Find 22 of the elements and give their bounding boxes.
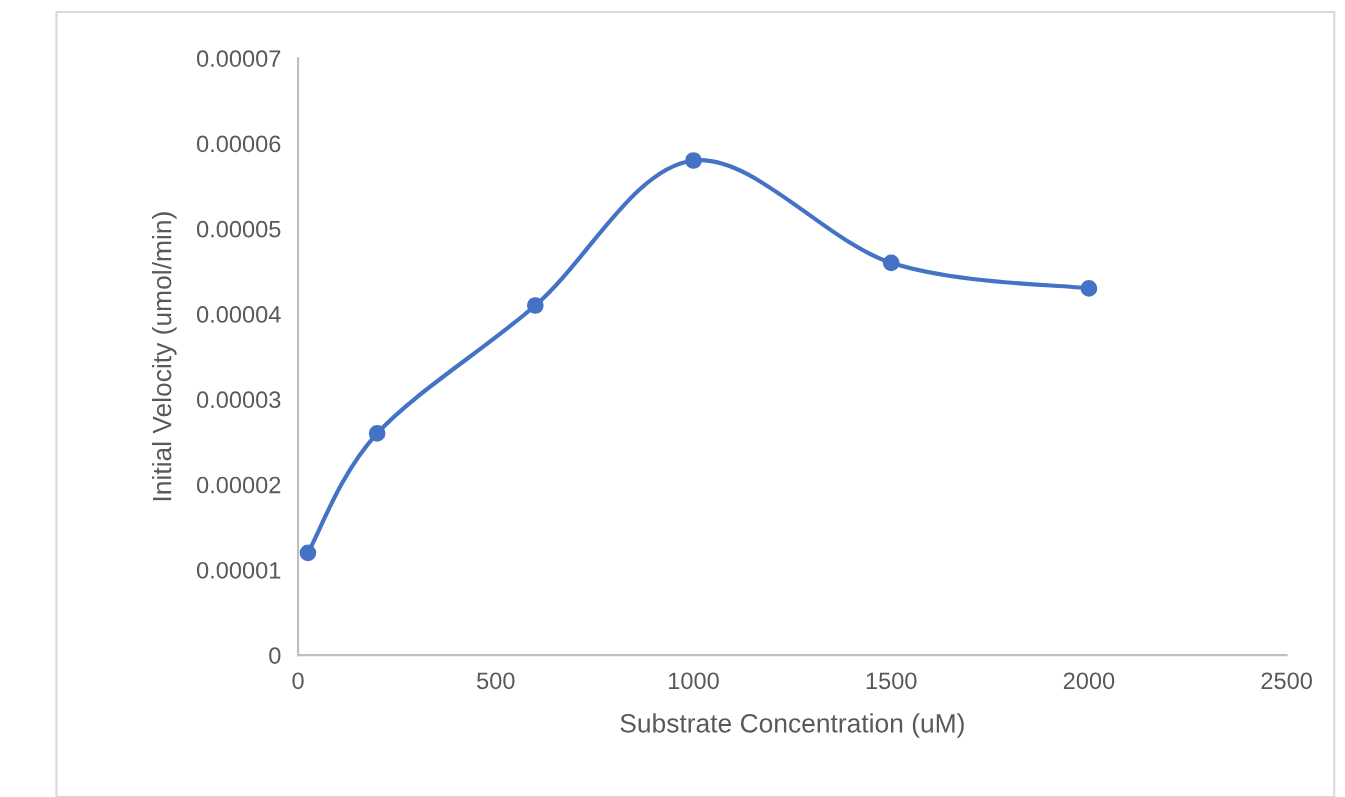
point	[299, 544, 317, 562]
x-tick-label: 1000	[669, 672, 719, 690]
y-tick-label: 0.00007	[196, 50, 281, 67]
x-axis-title: Substrate Concentration (uM)	[620, 713, 964, 738]
y-tick-label: 0.00005	[196, 220, 281, 238]
y-tick-label: 0	[269, 647, 281, 664]
point	[685, 152, 702, 169]
x-tick-label: 500	[477, 672, 515, 690]
x-tick-label: 2500	[1261, 672, 1312, 690]
x-tick-label: 0	[292, 672, 304, 690]
x-tick-label: 2000	[1063, 672, 1115, 690]
y-tick-label: 0.00003	[196, 391, 281, 409]
y-tick-label: 0.00006	[196, 135, 281, 153]
y-tick-label: 0.00004	[196, 306, 281, 323]
point	[1080, 280, 1098, 297]
point	[368, 425, 386, 442]
point	[526, 297, 544, 314]
y-tick-label: 0.00002	[196, 476, 281, 494]
y-axis-title: Initial Velocity (umol/min)	[152, 212, 177, 501]
y-tick-label: 0.00001	[196, 561, 281, 579]
x-tick-label: 1500	[866, 672, 917, 690]
point	[882, 254, 900, 272]
